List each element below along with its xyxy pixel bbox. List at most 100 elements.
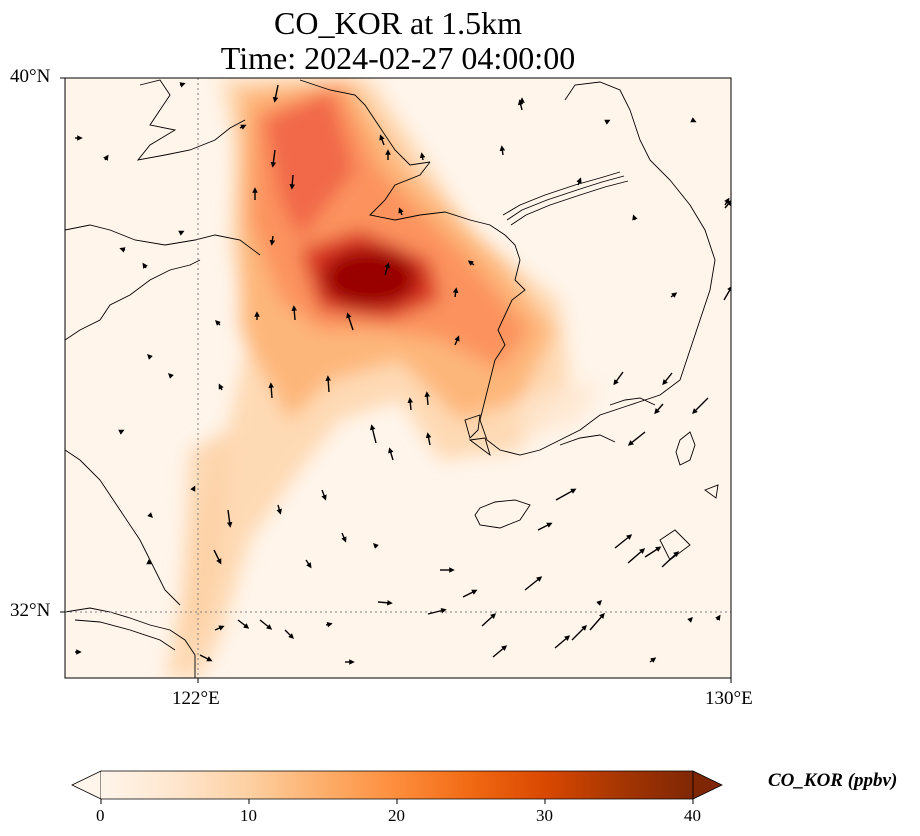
colorbar-tick-10: 10 xyxy=(240,806,257,825)
colorbar-tick-30: 30 xyxy=(536,806,553,825)
wind-arrow xyxy=(576,177,582,186)
wind-arrow xyxy=(373,543,379,549)
coastlines xyxy=(65,79,719,678)
wind-arrow xyxy=(613,371,624,386)
map-frame xyxy=(64,77,732,679)
wind-arrow xyxy=(179,82,186,88)
wind-arrow xyxy=(723,285,731,301)
wind-arrow xyxy=(341,532,347,543)
wind-arrow xyxy=(178,230,185,236)
wind-arrow xyxy=(379,134,385,146)
lat-label-40n: 40°N xyxy=(10,66,51,87)
wind-arrow xyxy=(325,621,333,628)
wind-arrow xyxy=(168,373,174,379)
lon-label-130e: 130°E xyxy=(705,688,753,709)
wind-arrow xyxy=(604,119,611,125)
wind-arrow xyxy=(596,600,602,606)
wind-arrow xyxy=(213,549,222,565)
wind-arrow xyxy=(661,551,680,568)
wind-arrow xyxy=(237,619,250,629)
wind-arrow xyxy=(571,625,587,641)
wind-arrow xyxy=(537,522,553,531)
wind-arrow xyxy=(454,335,460,346)
wind-arrow xyxy=(555,488,577,501)
wind-arrow xyxy=(589,612,605,631)
wind-vectors xyxy=(75,82,731,665)
wind-arrow xyxy=(644,546,662,558)
colorbar-min-extend xyxy=(71,770,102,800)
wind-arrow xyxy=(524,576,543,591)
wind-arrow xyxy=(239,124,247,130)
wind-arrow xyxy=(662,372,673,386)
wind-arrow xyxy=(398,207,404,216)
wind-arrow xyxy=(614,534,633,549)
lat-label-32n: 32°N xyxy=(10,600,51,621)
wind-arrow xyxy=(226,509,233,528)
colorbar-tick-0: 0 xyxy=(96,806,105,825)
wind-arrow xyxy=(119,247,126,253)
wind-arrow xyxy=(687,617,693,623)
map-title-line2: Time: 2024-02-27 04:00:00 xyxy=(220,40,576,76)
concentration-field xyxy=(65,78,731,678)
wind-arrow xyxy=(118,429,125,435)
wind-arrow xyxy=(690,117,697,123)
wind-arrow xyxy=(424,391,431,406)
wind-arrow xyxy=(103,154,109,161)
wind-arrow xyxy=(427,607,447,615)
wind-arrow xyxy=(632,214,638,221)
wind-arrow xyxy=(384,262,390,276)
wind-arrow xyxy=(407,397,414,411)
wind-arrow xyxy=(481,613,497,627)
wind-arrow xyxy=(289,174,296,190)
wind-arrow xyxy=(259,619,273,630)
wind-arrow xyxy=(369,424,377,444)
wind-arrow xyxy=(346,312,354,331)
wind-arrow xyxy=(649,657,657,663)
colorbar xyxy=(101,771,693,799)
wind-arrow xyxy=(492,645,508,658)
map-title-line1: CO_KOR at 1.5km xyxy=(274,5,522,41)
colorbar-title: CO_KOR (ppbv) xyxy=(768,770,898,791)
colorbar-tick-20: 20 xyxy=(388,806,405,825)
wind-arrow xyxy=(517,99,524,111)
wind-arrow xyxy=(715,614,721,621)
wind-arrow xyxy=(147,354,153,360)
wind-arrow xyxy=(270,149,277,168)
wind-arrow xyxy=(388,447,394,461)
wind-arrow xyxy=(670,292,678,298)
wind-arrow xyxy=(467,260,475,266)
wind-arrow xyxy=(425,432,432,446)
wind-arrow xyxy=(325,375,331,393)
wind-arrow xyxy=(692,397,709,414)
wind-arrow xyxy=(146,559,153,565)
wind-arrow xyxy=(218,383,224,391)
lon-label-122e: 122°E xyxy=(172,688,220,709)
wind-arrow xyxy=(147,512,153,518)
colorbar-tick-40: 40 xyxy=(684,806,701,825)
wind-arrow xyxy=(276,504,282,515)
wind-arrow xyxy=(269,235,276,246)
wind-arrow xyxy=(724,199,731,209)
wind-arrow xyxy=(215,320,221,326)
wind-arrow xyxy=(462,589,478,598)
wind-arrow xyxy=(190,485,196,492)
wind-arrow xyxy=(284,629,294,639)
wind-arrow xyxy=(627,548,646,564)
wind-arrow xyxy=(272,84,279,103)
wind-arrow xyxy=(452,287,459,298)
wind-arrow xyxy=(199,654,213,662)
wind-arrow xyxy=(214,625,225,631)
wind-arrow xyxy=(654,403,664,415)
wind-arrow xyxy=(291,305,298,321)
wind-arrow xyxy=(554,635,571,649)
colorbar-max-extend xyxy=(692,770,723,800)
wind-arrow xyxy=(268,382,275,399)
wind-arrow xyxy=(419,152,426,161)
wind-arrow xyxy=(627,431,646,446)
wind-arrow xyxy=(142,262,148,269)
wind-arrow xyxy=(499,145,506,156)
wind-arrow xyxy=(321,489,327,501)
wind-arrow xyxy=(377,599,393,606)
wind-arrow xyxy=(305,559,312,569)
